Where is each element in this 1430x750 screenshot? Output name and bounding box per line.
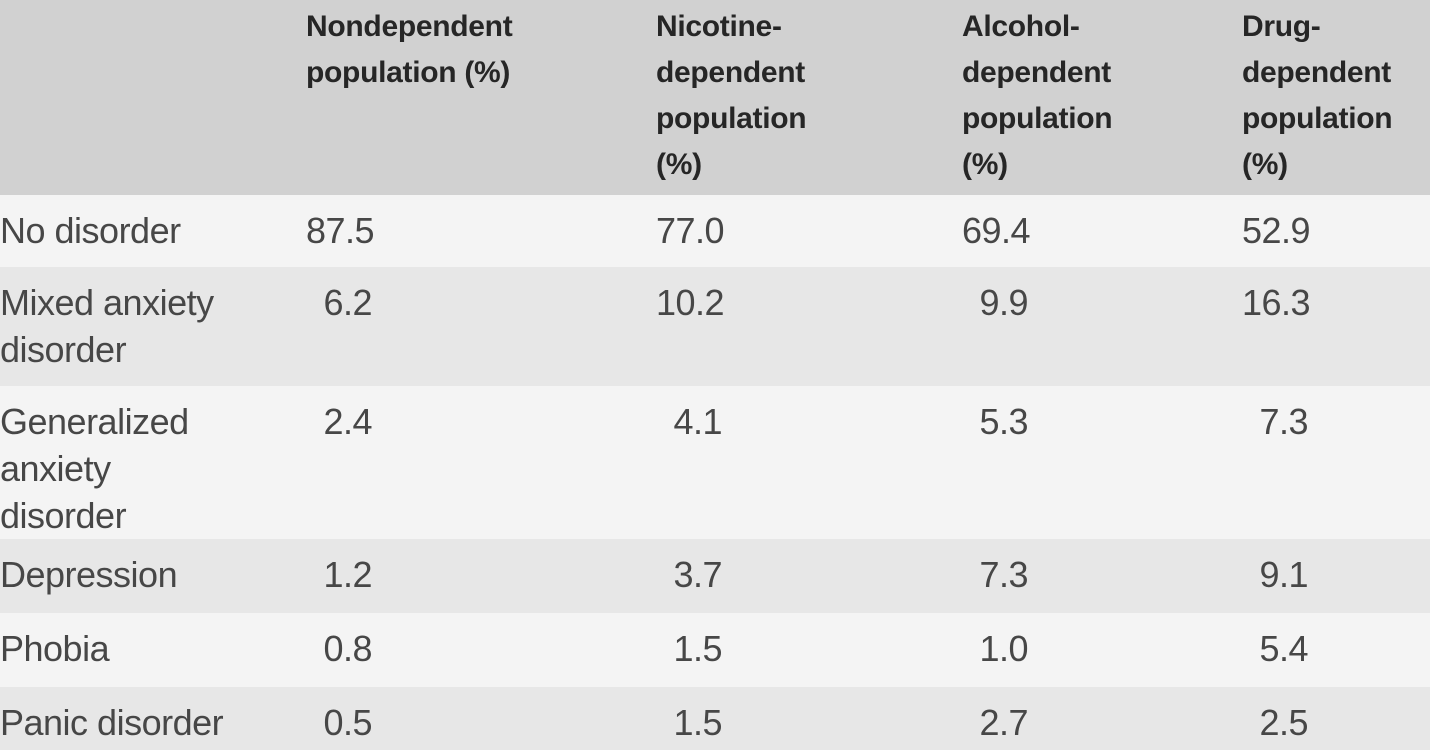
value: 9.9 — [979, 282, 1028, 323]
value-cell: 1.0 — [962, 613, 1242, 687]
value: 1.0 — [979, 628, 1028, 669]
value-cell: 4.1 — [656, 386, 962, 539]
row-label: Phobia — [0, 628, 110, 669]
value-cell: 10.2 — [656, 267, 962, 386]
value-cell: 0.8 — [306, 613, 656, 687]
value: 4.1 — [673, 401, 722, 442]
value: 1.2 — [323, 554, 372, 595]
column-header-label: Nicotine-dependent population (%) — [656, 10, 807, 181]
table-row: Phobia 0.8 1.5 1.0 5.4 — [0, 613, 1430, 687]
value-cell: 9.1 — [1242, 539, 1430, 613]
value: 10.2 — [656, 282, 725, 323]
row-label-cell: Phobia — [0, 613, 306, 687]
row-label-cell: Depression — [0, 539, 306, 613]
value: 6.2 — [323, 282, 372, 323]
value-cell: 1.2 — [306, 539, 656, 613]
row-label-cell: Panic disorder — [0, 687, 306, 750]
column-header-label: Drug-dependent population (%) — [1242, 10, 1393, 181]
value-cell: 52.9 — [1242, 195, 1430, 267]
table-row: No disorder 87.5 77.0 69.4 52.9 — [0, 195, 1430, 267]
value: 7.3 — [979, 554, 1028, 595]
value-cell: 2.5 — [1242, 687, 1430, 750]
value-cell: 1.5 — [656, 687, 962, 750]
value: 9.1 — [1259, 554, 1308, 595]
row-label-cell: No disorder — [0, 195, 306, 267]
value: 2.7 — [979, 702, 1028, 743]
value: 77.0 — [656, 210, 725, 251]
value-cell: 3.7 — [656, 539, 962, 613]
row-label: Mixed anxiety disorder — [0, 282, 214, 370]
value-cell: 87.5 — [306, 195, 656, 267]
header-cell-nicotine: Nicotine-dependent population (%) — [656, 0, 962, 195]
value: 5.4 — [1259, 628, 1308, 669]
value-cell: 2.7 — [962, 687, 1242, 750]
value-cell: 1.5 — [656, 613, 962, 687]
row-label: Depression — [0, 554, 178, 595]
value: 87.5 — [306, 210, 375, 251]
value-cell: 7.3 — [1242, 386, 1430, 539]
value-cell: 0.5 — [306, 687, 656, 750]
value: 5.3 — [979, 401, 1028, 442]
value: 69.4 — [962, 210, 1031, 251]
column-header-label: Alcohol-dependent population (%) — [962, 10, 1113, 181]
value: 7.3 — [1259, 401, 1308, 442]
value: 1.5 — [673, 628, 722, 669]
value: 2.4 — [323, 401, 372, 442]
value-cell: 5.4 — [1242, 613, 1430, 687]
value: 2.5 — [1259, 702, 1308, 743]
value-cell: 5.3 — [962, 386, 1242, 539]
header-cell-alcohol: Alcohol-dependent population (%) — [962, 0, 1242, 195]
value: 16.3 — [1242, 282, 1311, 323]
table-header-row: Nondependent population (%) Nicotine-dep… — [0, 0, 1430, 195]
value-cell: 2.4 — [306, 386, 656, 539]
value: 52.9 — [1242, 210, 1311, 251]
value: 1.5 — [673, 702, 722, 743]
value-cell: 6.2 — [306, 267, 656, 386]
value-cell: 9.9 — [962, 267, 1242, 386]
value-cell: 7.3 — [962, 539, 1242, 613]
table-row: Panic disorder 0.5 1.5 2.7 2.5 — [0, 687, 1430, 750]
row-label: No disorder — [0, 210, 181, 251]
header-cell-empty — [0, 0, 306, 195]
table-row: Depression 1.2 3.7 7.3 9.1 — [0, 539, 1430, 613]
row-label-cell: Generalized anxiety disorder — [0, 386, 306, 539]
table-row: Generalized anxiety disorder 2.4 4.1 5.3… — [0, 386, 1430, 539]
value: 3.7 — [673, 554, 722, 595]
value-cell: 16.3 — [1242, 267, 1430, 386]
value-cell: 69.4 — [962, 195, 1242, 267]
header-cell-drug: Drug-dependent population (%) — [1242, 0, 1430, 195]
value: 0.5 — [323, 702, 372, 743]
value-cell: 77.0 — [656, 195, 962, 267]
row-label: Generalized anxiety disorder — [0, 401, 189, 536]
table-row: Mixed anxiety disorder 6.2 10.2 9.9 16.3 — [0, 267, 1430, 386]
value: 0.8 — [323, 628, 372, 669]
column-header-label: Nondependent population (%) — [306, 10, 513, 89]
header-cell-nondependent: Nondependent population (%) — [306, 0, 656, 195]
row-label: Panic disorder — [0, 702, 224, 743]
row-label-cell: Mixed anxiety disorder — [0, 267, 306, 386]
